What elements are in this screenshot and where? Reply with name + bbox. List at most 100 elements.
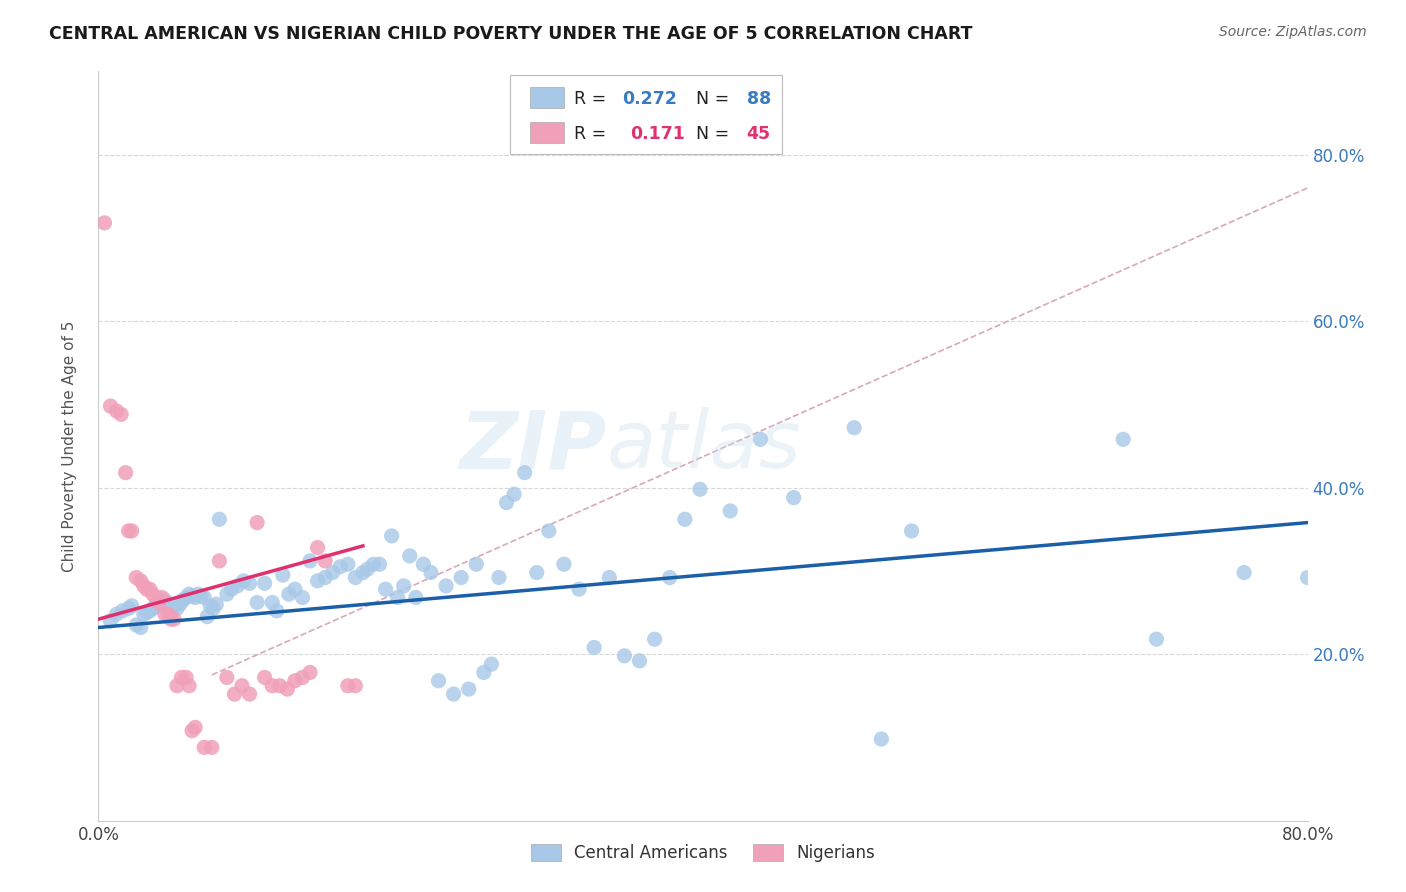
Point	[262, 595, 284, 609]
Point	[457, 682, 479, 697]
Point	[628, 654, 651, 668]
Point	[844, 420, 866, 434]
Point	[132, 607, 155, 622]
Point	[689, 483, 711, 497]
Point	[163, 612, 186, 626]
Point	[870, 732, 893, 747]
Point	[145, 599, 167, 613]
FancyBboxPatch shape	[530, 87, 564, 108]
Point	[271, 568, 294, 582]
Point	[336, 679, 359, 693]
Point	[613, 648, 636, 663]
Y-axis label: Child Poverty Under the Age of 5: Child Poverty Under the Age of 5	[62, 320, 77, 572]
Point	[114, 466, 136, 480]
Point	[368, 558, 391, 572]
Point	[246, 595, 269, 609]
Point	[374, 582, 396, 597]
Point	[537, 524, 560, 538]
Point	[184, 720, 207, 734]
Point	[135, 582, 157, 597]
FancyBboxPatch shape	[530, 122, 564, 144]
Point	[224, 687, 246, 701]
Point	[169, 597, 191, 611]
Point	[150, 591, 173, 605]
Text: R =: R =	[574, 90, 612, 108]
Point	[193, 591, 215, 605]
Point	[253, 670, 276, 684]
Point	[129, 620, 152, 634]
Text: Source: ZipAtlas.com: Source: ZipAtlas.com	[1219, 25, 1367, 39]
Point	[291, 670, 314, 684]
Point	[405, 591, 427, 605]
Point	[344, 570, 367, 584]
Point	[495, 495, 517, 509]
Point	[121, 524, 143, 538]
Point	[434, 579, 457, 593]
Point	[226, 579, 249, 593]
Text: R =: R =	[574, 126, 617, 144]
Point	[291, 591, 314, 605]
Point	[284, 582, 307, 597]
Text: CENTRAL AMERICAN VS NIGERIAN CHILD POVERTY UNDER THE AGE OF 5 CORRELATION CHART: CENTRAL AMERICAN VS NIGERIAN CHILD POVER…	[49, 25, 973, 43]
Point	[246, 516, 269, 530]
Point	[513, 466, 536, 480]
Point	[783, 491, 806, 505]
Point	[163, 599, 186, 613]
Point	[1233, 566, 1256, 580]
Point	[299, 665, 322, 680]
Point	[322, 566, 344, 580]
Text: 88: 88	[747, 90, 770, 108]
Point	[153, 607, 176, 622]
Point	[93, 216, 115, 230]
Point	[329, 559, 352, 574]
Point	[276, 682, 298, 697]
Point	[427, 673, 450, 688]
Point	[193, 740, 215, 755]
Point	[148, 595, 170, 609]
Point	[307, 541, 329, 555]
Point	[344, 679, 367, 693]
Point	[284, 673, 307, 688]
Point	[156, 601, 179, 615]
Point	[142, 601, 165, 615]
Point	[472, 665, 495, 680]
Point	[314, 570, 336, 584]
Point	[239, 687, 262, 701]
Point	[145, 591, 167, 605]
Point	[110, 408, 132, 422]
Point	[481, 657, 503, 672]
Text: 0.171: 0.171	[630, 126, 685, 144]
Point	[420, 566, 443, 580]
Point	[181, 723, 204, 738]
Point	[443, 687, 465, 701]
Point	[900, 524, 922, 538]
Point	[1296, 570, 1319, 584]
Point	[658, 570, 681, 584]
Point	[100, 399, 122, 413]
Point	[166, 601, 188, 615]
Point	[139, 582, 162, 597]
Text: 0.272: 0.272	[621, 90, 676, 108]
Point	[1144, 632, 1167, 647]
Point	[190, 589, 212, 603]
Point	[381, 529, 404, 543]
Text: ZIP: ZIP	[458, 407, 606, 485]
Point	[160, 612, 183, 626]
Point	[129, 574, 152, 588]
Point	[231, 679, 253, 693]
Point	[139, 604, 162, 618]
Point	[568, 582, 591, 597]
Point	[153, 593, 176, 607]
Point	[352, 566, 374, 580]
Point	[553, 558, 575, 572]
Point	[100, 614, 122, 628]
Point	[166, 679, 188, 693]
Point	[179, 587, 201, 601]
Point	[266, 604, 288, 618]
FancyBboxPatch shape	[509, 75, 782, 153]
Point	[356, 562, 378, 576]
Point	[299, 554, 322, 568]
Point	[118, 601, 141, 615]
Point	[583, 640, 606, 655]
Point	[239, 576, 262, 591]
